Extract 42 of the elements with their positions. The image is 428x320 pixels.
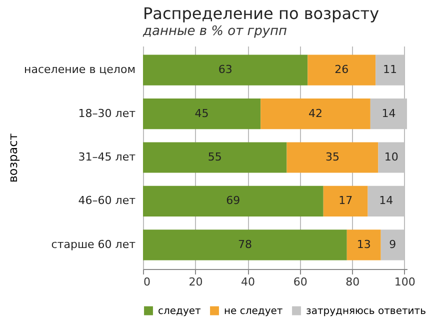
bar [143, 54, 308, 86]
bar [143, 98, 261, 130]
data-label: 55 [208, 150, 222, 164]
bar [143, 230, 347, 260]
data-label: 63 [218, 63, 232, 76]
data-label: 11 [383, 63, 398, 76]
y-tick-label: 31–45 лет [78, 150, 136, 164]
legend-label: следует [158, 306, 202, 317]
chart-title: Распределение по возрасту [143, 4, 380, 23]
x-tick-label: 60 [293, 276, 308, 288]
x-tick-label: 0 [144, 276, 150, 288]
data-label: 45 [194, 106, 209, 120]
x-tick-label: 40 [241, 276, 256, 288]
x-tick-label: 100 [394, 276, 416, 288]
data-label: 14 [382, 106, 396, 120]
bar [260, 98, 370, 130]
y-tick-label: 46–60 лет [78, 194, 136, 208]
legend-label: не следует [224, 306, 283, 317]
bar [308, 54, 376, 86]
data-label: 14 [379, 194, 394, 208]
data-label: 78 [238, 238, 252, 251]
legend-label: затрудняюсь ответить [306, 306, 426, 317]
y-tick-label: население в целом [24, 63, 136, 76]
bar [143, 142, 287, 173]
data-label: 17 [338, 194, 353, 208]
data-label: 10 [384, 150, 398, 164]
bar [286, 142, 378, 173]
y-tick-label: старше 60 лет [51, 238, 136, 251]
chart-subtitle: данные в % от групп [142, 24, 288, 39]
data-label: 9 [389, 238, 396, 251]
y-axis-title: возраст [6, 133, 20, 183]
bar [323, 186, 368, 217]
data-label: 13 [356, 238, 371, 251]
data-label: 42 [308, 106, 323, 120]
data-label: 35 [326, 150, 340, 164]
bar [143, 186, 324, 217]
x-tick-label: 20 [188, 276, 203, 288]
data-label: 69 [226, 194, 240, 208]
x-tick-label: 80 [346, 276, 360, 288]
y-tick-label: 18–30 лет [78, 106, 136, 120]
data-label: 26 [334, 63, 349, 76]
bar [346, 230, 381, 260]
